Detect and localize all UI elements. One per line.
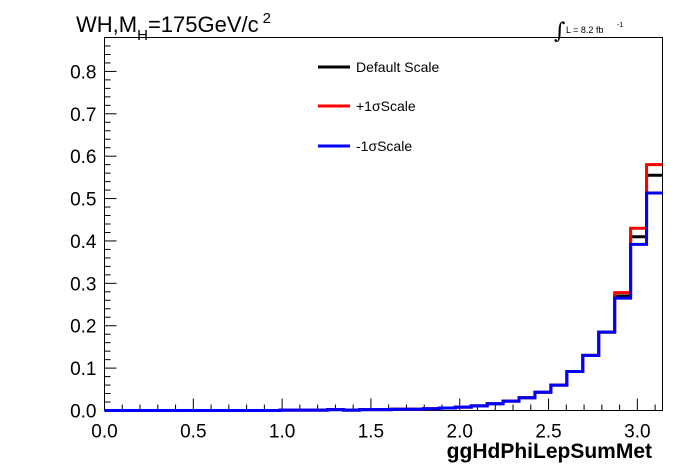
x-tick-label: 0.5: [180, 422, 206, 443]
y-axis: 0.0 0.1 0.2 0.3 0.4 0.5 0.6 0.7 0.8: [70, 45, 117, 423]
legend: Default Scale +1σScale -1σScale: [318, 59, 439, 154]
x-tick-label: 1.0: [269, 422, 295, 443]
x-axis-title: ggHdPhiLepSumMet: [447, 440, 652, 463]
y-tick-label: 0.1: [70, 359, 96, 380]
y-tick-label: 0.7: [70, 105, 96, 126]
y-tick-label: 0.0: [70, 402, 96, 423]
x-axis: 0.0 0.5 1.0 1.5 2.0 2.5 3.0: [91, 398, 656, 443]
title-suffix: =175GeV/c: [148, 12, 259, 37]
x-tick-label: 2.5: [535, 422, 561, 443]
y-tick-label: 0.2: [70, 317, 96, 338]
y-tick-label: 0.6: [70, 147, 96, 168]
y-tick-label: 0.3: [70, 274, 96, 295]
legend-entry-minus1sigma: -1σScale: [318, 138, 412, 154]
integral-symbol: ∫: [554, 19, 566, 44]
legend-entry-default: Default Scale: [318, 59, 439, 75]
chart-title: WH,MH=175GeV/c 2: [76, 10, 271, 44]
y-tick-label: 0.4: [70, 232, 97, 253]
y-tick-label: 0.5: [70, 190, 96, 211]
series-layer: [104, 163, 663, 412]
x-tick-label: 1.5: [358, 422, 384, 443]
legend-entry-plus1sigma: +1σScale: [318, 98, 416, 114]
luminosity-superscript: -1: [617, 22, 623, 29]
legend-label-default: Default Scale: [356, 59, 439, 75]
x-tick-label: 0.0: [91, 422, 117, 443]
title-superscript: 2: [263, 10, 271, 27]
title-subscript: H: [137, 27, 148, 44]
luminosity-text: L = 8.2 fb: [566, 25, 603, 35]
series-line-minus1sigma-scale: [104, 191, 663, 412]
title-prefix: WH,M: [76, 12, 137, 37]
legend-label-minus1sigma: -1σScale: [356, 138, 412, 154]
y-tick-label: 0.8: [70, 62, 96, 83]
x-tick-label: 3.0: [624, 422, 650, 443]
legend-label-plus1sigma: +1σScale: [356, 98, 416, 114]
x-tick-label: 2.0: [447, 422, 473, 443]
